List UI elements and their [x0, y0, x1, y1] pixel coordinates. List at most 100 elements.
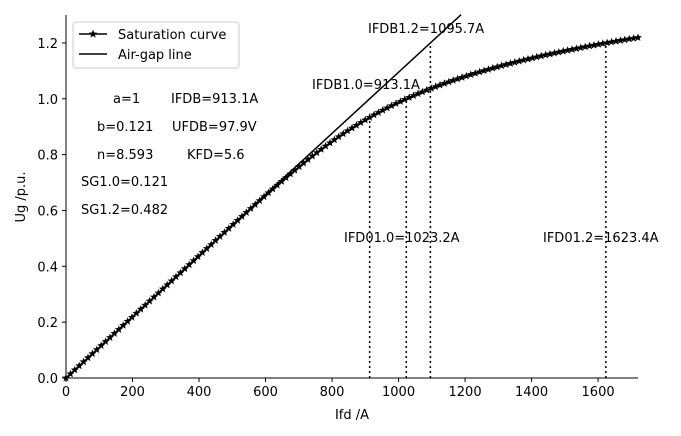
- saturation-point: [409, 91, 418, 99]
- saturation-point: [326, 138, 334, 147]
- saturation-point: [123, 317, 132, 325]
- saturation-point: [110, 329, 119, 337]
- saturation-point: [568, 45, 576, 53]
- legend: Saturation curve Air-gap line: [72, 21, 240, 69]
- saturation-point: [216, 232, 224, 240]
- saturation-point: [471, 69, 480, 77]
- saturation-point: [211, 236, 220, 244]
- saturation-point: [273, 180, 282, 189]
- saturation-point: [242, 208, 251, 216]
- saturation-point: [321, 141, 330, 150]
- saturation-point: [75, 361, 84, 370]
- saturation-point: [238, 212, 246, 220]
- saturation-point: [383, 103, 392, 112]
- saturation-point: [290, 166, 299, 174]
- saturation-point: [343, 126, 352, 135]
- saturation-point: [453, 74, 462, 83]
- saturation-point: [365, 113, 374, 121]
- saturation-point: [414, 89, 422, 98]
- saturation-point: [392, 99, 400, 108]
- saturation-point: [427, 84, 436, 92]
- saturation-point: [361, 115, 370, 124]
- saturation-point: [264, 188, 273, 197]
- saturation-point: [537, 51, 546, 60]
- saturation-point: [92, 345, 101, 354]
- saturation-point: [114, 325, 123, 333]
- saturation-point: [119, 321, 128, 329]
- saturation-point: [180, 264, 189, 273]
- saturation-point: [268, 184, 277, 193]
- saturation-point: [189, 256, 198, 265]
- saturation-point: [251, 200, 260, 208]
- saturation-point: [405, 93, 414, 101]
- x-tick-label: 0: [62, 385, 70, 400]
- saturation-point: [136, 305, 145, 313]
- annotation-ifd010: IFD01.0=1023.2A: [344, 231, 460, 246]
- saturation-point: [620, 35, 629, 44]
- saturation-point: [378, 106, 387, 114]
- saturation-point: [154, 288, 163, 297]
- y-axis-label: Ug /p.u.: [14, 171, 29, 222]
- saturation-point: [194, 252, 202, 261]
- legend-box: [72, 21, 240, 69]
- saturation-point: [330, 135, 339, 144]
- saturation-point: [79, 357, 88, 366]
- saturation-point: [581, 42, 590, 51]
- param-kfd: KFD=5.6: [187, 148, 245, 163]
- saturation-point: [502, 60, 510, 68]
- saturation-point: [304, 155, 312, 163]
- saturation-point: [150, 292, 158, 301]
- saturation-point: [339, 129, 348, 138]
- saturation-point: [515, 57, 524, 65]
- saturation-point: [70, 365, 79, 374]
- saturation-point: [356, 118, 365, 127]
- saturation-point: [334, 132, 343, 141]
- saturation-point: [462, 71, 471, 80]
- legend-label-airgap: Air-gap line: [118, 48, 192, 63]
- saturation-point: [493, 62, 502, 71]
- saturation-point: [277, 177, 286, 185]
- y-tick-label: 1.0: [37, 93, 58, 108]
- param-sg12: SG1.2=0.482: [81, 203, 168, 218]
- saturation-point: [436, 80, 444, 89]
- saturation-point: [634, 33, 642, 41]
- saturation-point: [317, 145, 326, 153]
- saturation-point: [224, 224, 233, 232]
- saturation-point: [101, 337, 110, 345]
- saturation-point: [466, 70, 475, 79]
- saturation-point: [444, 77, 453, 86]
- saturation-point: [348, 123, 356, 132]
- param-n: n=8.593: [97, 148, 153, 163]
- annotation-ifdb12: IFDB1.2=1095.7A: [368, 22, 484, 37]
- x-tick-label: 600: [253, 385, 278, 400]
- param-a: a=1: [113, 92, 140, 107]
- saturation-point: [202, 244, 211, 252]
- x-tick-label: 400: [187, 385, 212, 400]
- saturation-point: [132, 309, 141, 317]
- saturation-point: [422, 85, 431, 94]
- saturation-point: [475, 67, 484, 76]
- saturation-point: [594, 40, 603, 48]
- x-ticks: 0 200 400 600 800 1000 1200 1400 1600: [62, 378, 615, 400]
- saturation-point: [449, 76, 458, 84]
- saturation-point: [185, 260, 194, 269]
- saturation-point: [246, 204, 255, 212]
- saturation-point: [97, 341, 106, 350]
- saturation-point: [572, 44, 581, 52]
- saturation-point: [418, 87, 427, 96]
- saturation-point: [84, 353, 92, 362]
- param-b: b=0.121: [97, 120, 153, 135]
- x-axis-label: Ifd /A: [335, 408, 369, 423]
- saturation-point: [255, 196, 264, 205]
- saturation-point: [550, 48, 559, 57]
- saturation-point: [286, 169, 295, 178]
- saturation-point: [374, 108, 383, 116]
- saturation-point: [158, 284, 167, 293]
- param-sg10: SG1.0=0.121: [81, 175, 168, 190]
- saturation-point: [176, 268, 185, 277]
- saturation-point: [497, 61, 506, 70]
- saturation-point: [172, 272, 180, 281]
- saturation-point: [207, 240, 216, 248]
- saturation-point: [524, 54, 532, 63]
